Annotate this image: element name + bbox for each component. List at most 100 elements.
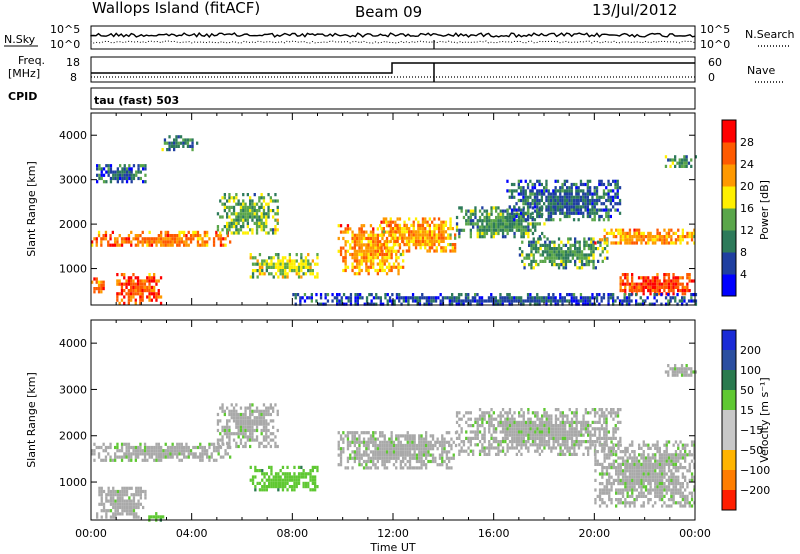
data-cell bbox=[185, 449, 188, 453]
data-cell bbox=[536, 417, 539, 421]
data-cell bbox=[474, 443, 477, 447]
data-cell bbox=[603, 414, 606, 418]
data-cell bbox=[476, 235, 479, 239]
data-cell bbox=[262, 199, 266, 203]
data-cell bbox=[593, 208, 596, 212]
data-cell bbox=[686, 231, 689, 235]
data-cell bbox=[404, 434, 407, 438]
data-cell bbox=[492, 424, 495, 428]
data-cell bbox=[654, 462, 657, 466]
data-cell bbox=[374, 268, 377, 273]
data-cell bbox=[428, 223, 431, 227]
data-cell bbox=[582, 296, 585, 300]
data-cell bbox=[288, 472, 291, 476]
data-cell bbox=[667, 228, 671, 232]
data-cell bbox=[598, 417, 601, 421]
data-cell bbox=[513, 225, 516, 229]
data-cell bbox=[619, 482, 622, 486]
data-cell bbox=[408, 440, 412, 444]
data-cell bbox=[561, 414, 564, 418]
data-cell bbox=[150, 445, 154, 450]
data-cell bbox=[381, 456, 384, 460]
data-cell bbox=[440, 220, 443, 224]
data-cell bbox=[430, 296, 433, 300]
data-cell bbox=[591, 293, 594, 297]
data-cell bbox=[538, 299, 541, 303]
data-cell bbox=[593, 214, 596, 219]
data-cell bbox=[396, 239, 399, 243]
data-cell bbox=[365, 440, 368, 444]
data-cell bbox=[642, 466, 645, 470]
data-cell bbox=[260, 212, 263, 216]
data-cell bbox=[448, 296, 451, 300]
data-cell bbox=[232, 409, 236, 413]
data-cell bbox=[146, 449, 149, 453]
data-cell bbox=[137, 240, 140, 244]
data-cell bbox=[262, 221, 266, 225]
data-cell bbox=[385, 224, 389, 228]
data-cell bbox=[644, 299, 647, 303]
data-cell bbox=[638, 453, 641, 457]
data-cell bbox=[412, 243, 415, 247]
data-cell bbox=[577, 205, 580, 209]
data-cell bbox=[367, 459, 370, 464]
data-cell bbox=[687, 299, 691, 303]
data-cell bbox=[481, 206, 484, 210]
data-cell bbox=[616, 296, 619, 300]
data-cell bbox=[501, 424, 505, 428]
data-cell bbox=[137, 243, 140, 247]
data-cell bbox=[356, 293, 359, 297]
data-cell bbox=[642, 485, 645, 489]
data-cell bbox=[109, 176, 113, 181]
data-cell bbox=[261, 262, 264, 266]
data-cell bbox=[510, 182, 514, 187]
data-cell bbox=[621, 501, 625, 505]
data-cell bbox=[401, 233, 404, 237]
data-cell bbox=[621, 289, 625, 293]
data-cell bbox=[467, 209, 470, 213]
data-cell bbox=[187, 230, 190, 234]
data-cell bbox=[618, 302, 622, 306]
colorbar-swatch bbox=[722, 186, 736, 209]
data-cell bbox=[672, 273, 675, 277]
data-cell bbox=[107, 240, 110, 244]
data-cell bbox=[674, 238, 678, 242]
data-cell bbox=[269, 403, 272, 407]
data-cell bbox=[598, 214, 601, 219]
data-cell bbox=[534, 243, 538, 247]
data-cell bbox=[381, 434, 384, 438]
data-cell bbox=[223, 225, 226, 229]
data-cell bbox=[351, 466, 354, 470]
data-cell bbox=[105, 170, 108, 174]
data-cell bbox=[395, 459, 398, 464]
data-cell bbox=[351, 256, 354, 260]
data-cell bbox=[686, 276, 689, 280]
data-cell bbox=[216, 412, 220, 417]
data-cell bbox=[265, 488, 268, 492]
data-cell bbox=[626, 494, 629, 498]
data-cell bbox=[448, 450, 451, 454]
data-cell bbox=[448, 456, 451, 460]
data-cell bbox=[499, 417, 502, 421]
data-cell bbox=[183, 452, 186, 456]
data-cell bbox=[614, 414, 617, 418]
data-cell bbox=[98, 493, 101, 497]
data-cell bbox=[276, 212, 279, 216]
data-cell bbox=[536, 436, 539, 440]
data-cell bbox=[492, 231, 495, 236]
data-cell bbox=[555, 250, 558, 254]
data-cell bbox=[557, 256, 561, 260]
data-cell bbox=[185, 442, 188, 446]
data-cell bbox=[513, 218, 516, 222]
data-cell bbox=[520, 225, 523, 229]
data-cell bbox=[362, 252, 366, 257]
data-cell bbox=[529, 202, 532, 206]
data-cell bbox=[235, 422, 238, 426]
data-cell bbox=[381, 431, 384, 435]
data-cell bbox=[424, 217, 427, 221]
data-cell bbox=[376, 249, 379, 253]
data-cell bbox=[526, 214, 530, 219]
data-cell bbox=[589, 296, 592, 300]
data-cell bbox=[608, 472, 611, 476]
data-cell bbox=[93, 237, 96, 241]
